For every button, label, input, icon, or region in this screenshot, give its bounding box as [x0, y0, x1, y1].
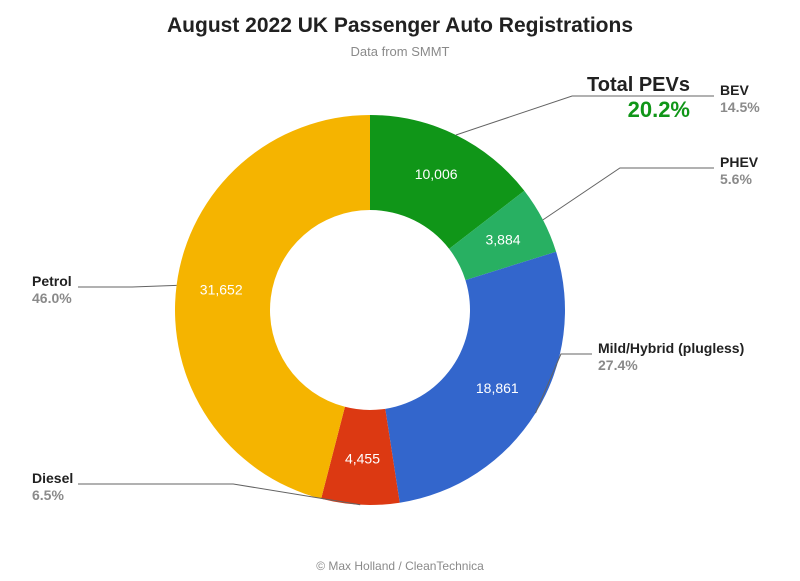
callout-pct-petrol: 46.0% [32, 290, 72, 307]
callout-name-bev: BEV [720, 82, 760, 99]
callout-hybrid: Mild/Hybrid (plugless)27.4% [598, 340, 744, 374]
callout-name-phev: PHEV [720, 154, 758, 171]
slice-value-phev: 3,884 [485, 231, 520, 247]
total-pevs-label: Total PEVs [587, 74, 690, 97]
leader-phev [543, 168, 714, 220]
callout-petrol: Petrol46.0% [32, 273, 72, 307]
callout-pct-hybrid: 27.4% [598, 357, 744, 374]
callout-name-petrol: Petrol [32, 273, 72, 290]
callout-pct-phev: 5.6% [720, 171, 758, 188]
slice-value-petrol: 31,652 [200, 282, 243, 298]
slice-value-diesel: 4,455 [345, 451, 380, 467]
total-pevs-value: 20.2% [587, 97, 690, 123]
slice-hybrid [385, 252, 565, 503]
total-pevs-callout: Total PEVs 20.2% [587, 74, 690, 123]
leader-petrol [78, 285, 177, 287]
chart-credit: © Max Holland / CleanTechnica [0, 559, 800, 573]
callout-pct-diesel: 6.5% [32, 487, 73, 504]
callout-name-hybrid: Mild/Hybrid (plugless) [598, 340, 744, 357]
callout-phev: PHEV5.6% [720, 154, 758, 188]
slice-value-hybrid: 18,861 [476, 380, 519, 396]
callout-bev: BEV14.5% [720, 82, 760, 116]
slice-value-bev: 10,006 [415, 166, 458, 182]
callout-pct-bev: 14.5% [720, 99, 760, 116]
callout-diesel: Diesel6.5% [32, 470, 73, 504]
callout-name-diesel: Diesel [32, 470, 73, 487]
chart-container: August 2022 UK Passenger Auto Registrati… [0, 0, 800, 581]
